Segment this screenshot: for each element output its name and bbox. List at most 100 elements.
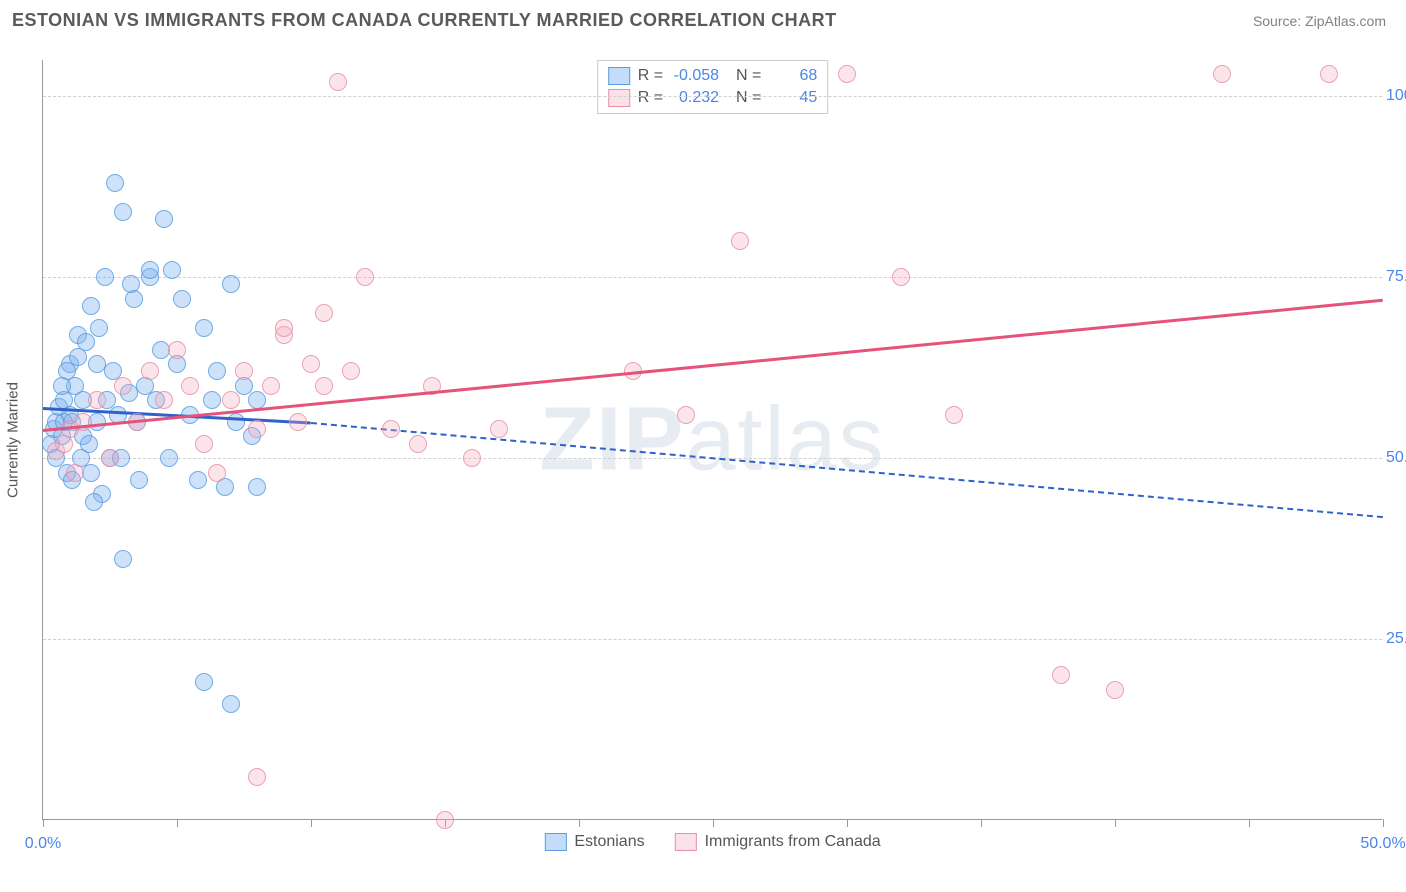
- x-tick-label: 0.0%: [25, 835, 61, 853]
- data-point: [731, 232, 749, 250]
- gridline: [43, 277, 1382, 278]
- data-point: [141, 362, 159, 380]
- data-point: [195, 673, 213, 691]
- data-point: [342, 362, 360, 380]
- data-point: [189, 471, 207, 489]
- chart-title: ESTONIAN VS IMMIGRANTS FROM CANADA CURRE…: [12, 10, 837, 31]
- data-point: [1106, 681, 1124, 699]
- legend-label-immigrants: Immigrants from Canada: [705, 833, 881, 851]
- data-point: [248, 768, 266, 786]
- swatch-blue-icon: [544, 833, 566, 851]
- data-point: [160, 449, 178, 467]
- data-point: [90, 319, 108, 337]
- n-value-immigrants: 45: [769, 89, 817, 107]
- data-point: [356, 268, 374, 286]
- data-point: [235, 362, 253, 380]
- data-point: [195, 319, 213, 337]
- watermark: ZIPatlas: [539, 388, 885, 491]
- y-tick-label: 25.0%: [1386, 630, 1406, 648]
- x-tick: [1115, 819, 1116, 827]
- x-tick: [1249, 819, 1250, 827]
- trend-line-extrapolated: [311, 422, 1383, 518]
- swatch-pink-icon: [608, 89, 630, 107]
- y-axis-title: Currently Married: [5, 382, 22, 498]
- data-point: [203, 391, 221, 409]
- legend-item-estonians: Estonians: [544, 833, 644, 851]
- data-point: [248, 478, 266, 496]
- y-tick-label: 75.0%: [1386, 268, 1406, 286]
- data-point: [222, 275, 240, 293]
- data-point: [262, 377, 280, 395]
- data-point: [114, 203, 132, 221]
- data-point: [114, 377, 132, 395]
- r-label: R =: [638, 89, 663, 107]
- data-point: [141, 261, 159, 279]
- data-point: [1052, 666, 1070, 684]
- data-point: [181, 377, 199, 395]
- y-tick-label: 100.0%: [1386, 87, 1406, 105]
- stats-legend-box: R = -0.058 N = 68 R = 0.232 N = 45: [597, 60, 829, 114]
- data-point: [329, 73, 347, 91]
- data-point: [77, 333, 95, 351]
- data-point: [155, 210, 173, 228]
- data-point: [315, 304, 333, 322]
- data-point: [409, 435, 427, 453]
- stats-row-immigrants: R = 0.232 N = 45: [608, 87, 818, 109]
- n-value-estonians: 68: [769, 67, 817, 85]
- data-point: [275, 319, 293, 337]
- data-point: [53, 377, 71, 395]
- source-attribution: Source: ZipAtlas.com: [1253, 13, 1386, 29]
- legend-item-immigrants: Immigrants from Canada: [675, 833, 881, 851]
- data-point: [173, 290, 191, 308]
- data-point: [208, 464, 226, 482]
- data-point: [677, 406, 695, 424]
- x-tick: [579, 819, 580, 827]
- data-point: [1213, 65, 1231, 83]
- y-tick-label: 50.0%: [1386, 449, 1406, 467]
- x-tick-label: 50.0%: [1360, 835, 1405, 853]
- data-point: [315, 377, 333, 395]
- data-point: [248, 420, 266, 438]
- data-point: [436, 811, 454, 829]
- chart-plot-area: Currently Married ZIPatlas R = -0.058 N …: [42, 60, 1382, 820]
- data-point: [163, 261, 181, 279]
- x-tick: [713, 819, 714, 827]
- gridline: [43, 639, 1382, 640]
- header: ESTONIAN VS IMMIGRANTS FROM CANADA CURRE…: [0, 0, 1406, 37]
- data-point: [222, 391, 240, 409]
- swatch-pink-icon: [675, 833, 697, 851]
- stats-row-estonians: R = -0.058 N = 68: [608, 65, 818, 87]
- data-point: [82, 464, 100, 482]
- data-point: [1320, 65, 1338, 83]
- x-tick: [981, 819, 982, 827]
- data-point: [106, 174, 124, 192]
- x-tick: [177, 819, 178, 827]
- data-point: [289, 413, 307, 431]
- data-point: [490, 420, 508, 438]
- data-point: [463, 449, 481, 467]
- r-value-estonians: -0.058: [671, 67, 719, 85]
- data-point: [101, 449, 119, 467]
- bottom-legend: Estonians Immigrants from Canada: [544, 833, 880, 851]
- data-point: [227, 413, 245, 431]
- data-point: [302, 355, 320, 373]
- data-point: [945, 406, 963, 424]
- n-label: N =: [727, 67, 761, 85]
- legend-label-estonians: Estonians: [574, 833, 644, 851]
- swatch-blue-icon: [608, 67, 630, 85]
- data-point: [892, 268, 910, 286]
- x-tick: [847, 819, 848, 827]
- data-point: [382, 420, 400, 438]
- data-point: [155, 391, 173, 409]
- data-point: [66, 464, 84, 482]
- data-point: [838, 65, 856, 83]
- r-label: R =: [638, 67, 663, 85]
- data-point: [82, 297, 100, 315]
- data-point: [195, 435, 213, 453]
- data-point: [208, 362, 226, 380]
- x-tick: [1383, 819, 1384, 827]
- n-label: N =: [727, 89, 761, 107]
- data-point: [85, 493, 103, 511]
- data-point: [88, 391, 106, 409]
- x-tick: [311, 819, 312, 827]
